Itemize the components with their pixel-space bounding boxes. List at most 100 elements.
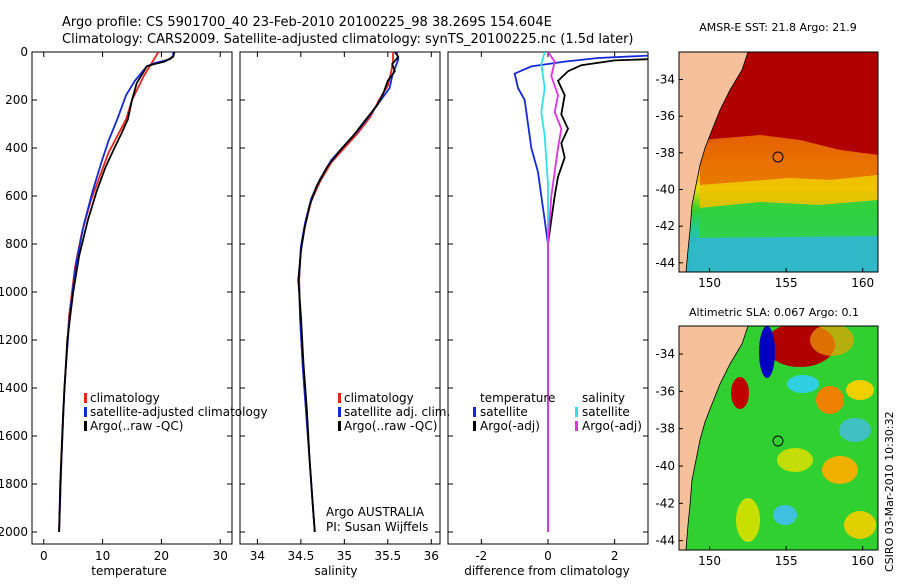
sla-blob [759,326,775,378]
series-line-argo [58,52,176,533]
legend-swatch-argo [84,421,87,431]
y-tick-label: 2000 [0,525,28,539]
temperature-xlabel: temperature [91,564,166,578]
series-line-salinity-satellite [540,52,549,532]
map-x-tick-label: 160 [851,276,874,290]
map-x-tick-label: 160 [851,554,874,568]
series-line-climatology [298,52,394,533]
sla-blob [810,326,854,356]
legend-swatch-satellite [338,407,341,417]
map-y-tick-label: -36 [655,109,675,123]
map-y-tick-label: -38 [655,422,675,436]
credit-org: Argo AUSTRALIA [326,505,425,519]
x-tick-label: 0 [544,549,552,563]
y-tick-label: 600 [5,189,28,203]
sla-blob [822,456,858,484]
figure-title-line2: Climatology: CARS2009. Satellite-adjuste… [62,32,634,47]
sst-green-band [700,200,878,240]
map-x-tick-label: 150 [698,276,721,290]
temperature-axes: 0 10 20 30 0 200 400 600 800 1000 1200 1400 1600 1800… [0,45,232,563]
x-tick-label: 36 [424,549,439,563]
sst-yellow-band [700,175,878,208]
legend-sal-argo: Argo(-adj) [582,419,642,433]
legend-swatch-temp-argo [473,421,476,431]
legend-swatch-sal-argo [575,421,578,431]
difference-axes: -2 0 2 [448,51,648,563]
sla-map-frame [678,325,879,551]
sst-map-frame [678,51,879,273]
map-y-tick-label: -42 [655,496,675,510]
sst-argo-marker [772,151,784,163]
salinity-xlabel: salinity [314,564,357,578]
y-tick-label: 1000 [0,285,28,299]
legend-swatch-argo [338,421,341,431]
sla-map-title: Altimetric SLA: 0.067 Argo: 0.1 [689,306,859,319]
legend-swatch-sal-satellite [575,407,578,417]
x-tick-label: 2 [611,549,619,563]
x-tick-label: -2 [475,549,487,563]
sla-blob [816,386,844,414]
map-x-tick-label: 155 [775,554,798,568]
legend-temperature-heading: temperature [480,391,555,405]
temperature-legend: climatology satellite-adjusted climatolo… [84,391,268,433]
map-y-tick-label: -44 [655,534,675,548]
sla-blob [844,511,876,539]
series-line-argo [297,52,400,533]
sst-warm-core [700,52,878,155]
x-tick-label: 34.5 [288,549,315,563]
y-tick-label: 400 [5,141,28,155]
map-y-tick-label: -38 [655,146,675,160]
difference-legend: temperature satellite Argo(-adj) salinit… [473,391,642,433]
salinity-lines [297,52,400,533]
difference-xlabel: difference from climatology [464,564,630,578]
legend-temp-argo: Argo(-adj) [480,419,540,433]
temperature-plot-frame [31,51,233,545]
sla-blob [731,377,749,409]
series-line-temperature-satellite [513,54,648,532]
legend-swatch-climatology [338,393,341,403]
map-y-tick-label: -36 [655,384,675,398]
series-line-satellite [58,52,175,533]
sla-blob [787,375,819,393]
x-tick-label: 34 [250,549,265,563]
sst-orange-band [700,135,878,185]
x-tick-label: 35.5 [374,549,401,563]
x-tick-label: 10 [95,549,110,563]
legend-climatology: climatology [90,391,160,405]
salinity-legend: climatology satellite adj. clim. Argo(..… [338,391,450,433]
legend-swatch-satellite [84,407,87,417]
y-tick-label: 1400 [0,381,28,395]
sla-map-axes: 150 155 160 -34 -36 -38 -40 -42 -44 [655,347,874,568]
difference-lines [513,52,648,532]
x-tick-label: 20 [154,549,169,563]
sla-map-image [679,326,878,550]
temperature-lines [58,52,176,533]
sla-blob [773,505,797,525]
land-australia [679,52,749,272]
legend-satellite: satellite adj. clim. [344,405,450,419]
y-tick-label: 1600 [0,429,28,443]
map-y-tick-label: -34 [655,73,675,87]
sla-blob [777,448,813,472]
series-line-temperature-argo [547,58,648,532]
map-y-tick-label: -40 [655,183,675,197]
sla-blob [839,418,871,442]
land-australia [679,326,749,550]
map-y-tick-label: -40 [655,459,675,473]
x-tick-label: 0 [40,549,48,563]
y-tick-label: 1800 [0,477,28,491]
salinity-plot-frame [239,51,441,545]
legend-argo: Argo(..raw -QC) [344,419,437,433]
legend-swatch-temp-satellite [473,407,476,417]
y-tick-label: 0 [20,45,28,59]
sst-map-axes: 150 155 160 -34 -36 -38 -40 -42 -44 [655,73,874,291]
series-line-salinity-argo [547,52,563,532]
figure-title-line1: Argo profile: CS 5901700_40 23-Feb-2010 … [62,15,552,30]
y-tick-label: 200 [5,93,28,107]
legend-satellite: satellite-adjusted climatology [90,405,268,419]
sst-map-title: AMSR-E SST: 21.8 Argo: 21.9 [699,21,857,34]
credit-pi: PI: Susan Wijffels [326,520,428,534]
legend-salinity-heading: salinity [582,391,625,405]
y-tick-label: 1200 [0,333,28,347]
